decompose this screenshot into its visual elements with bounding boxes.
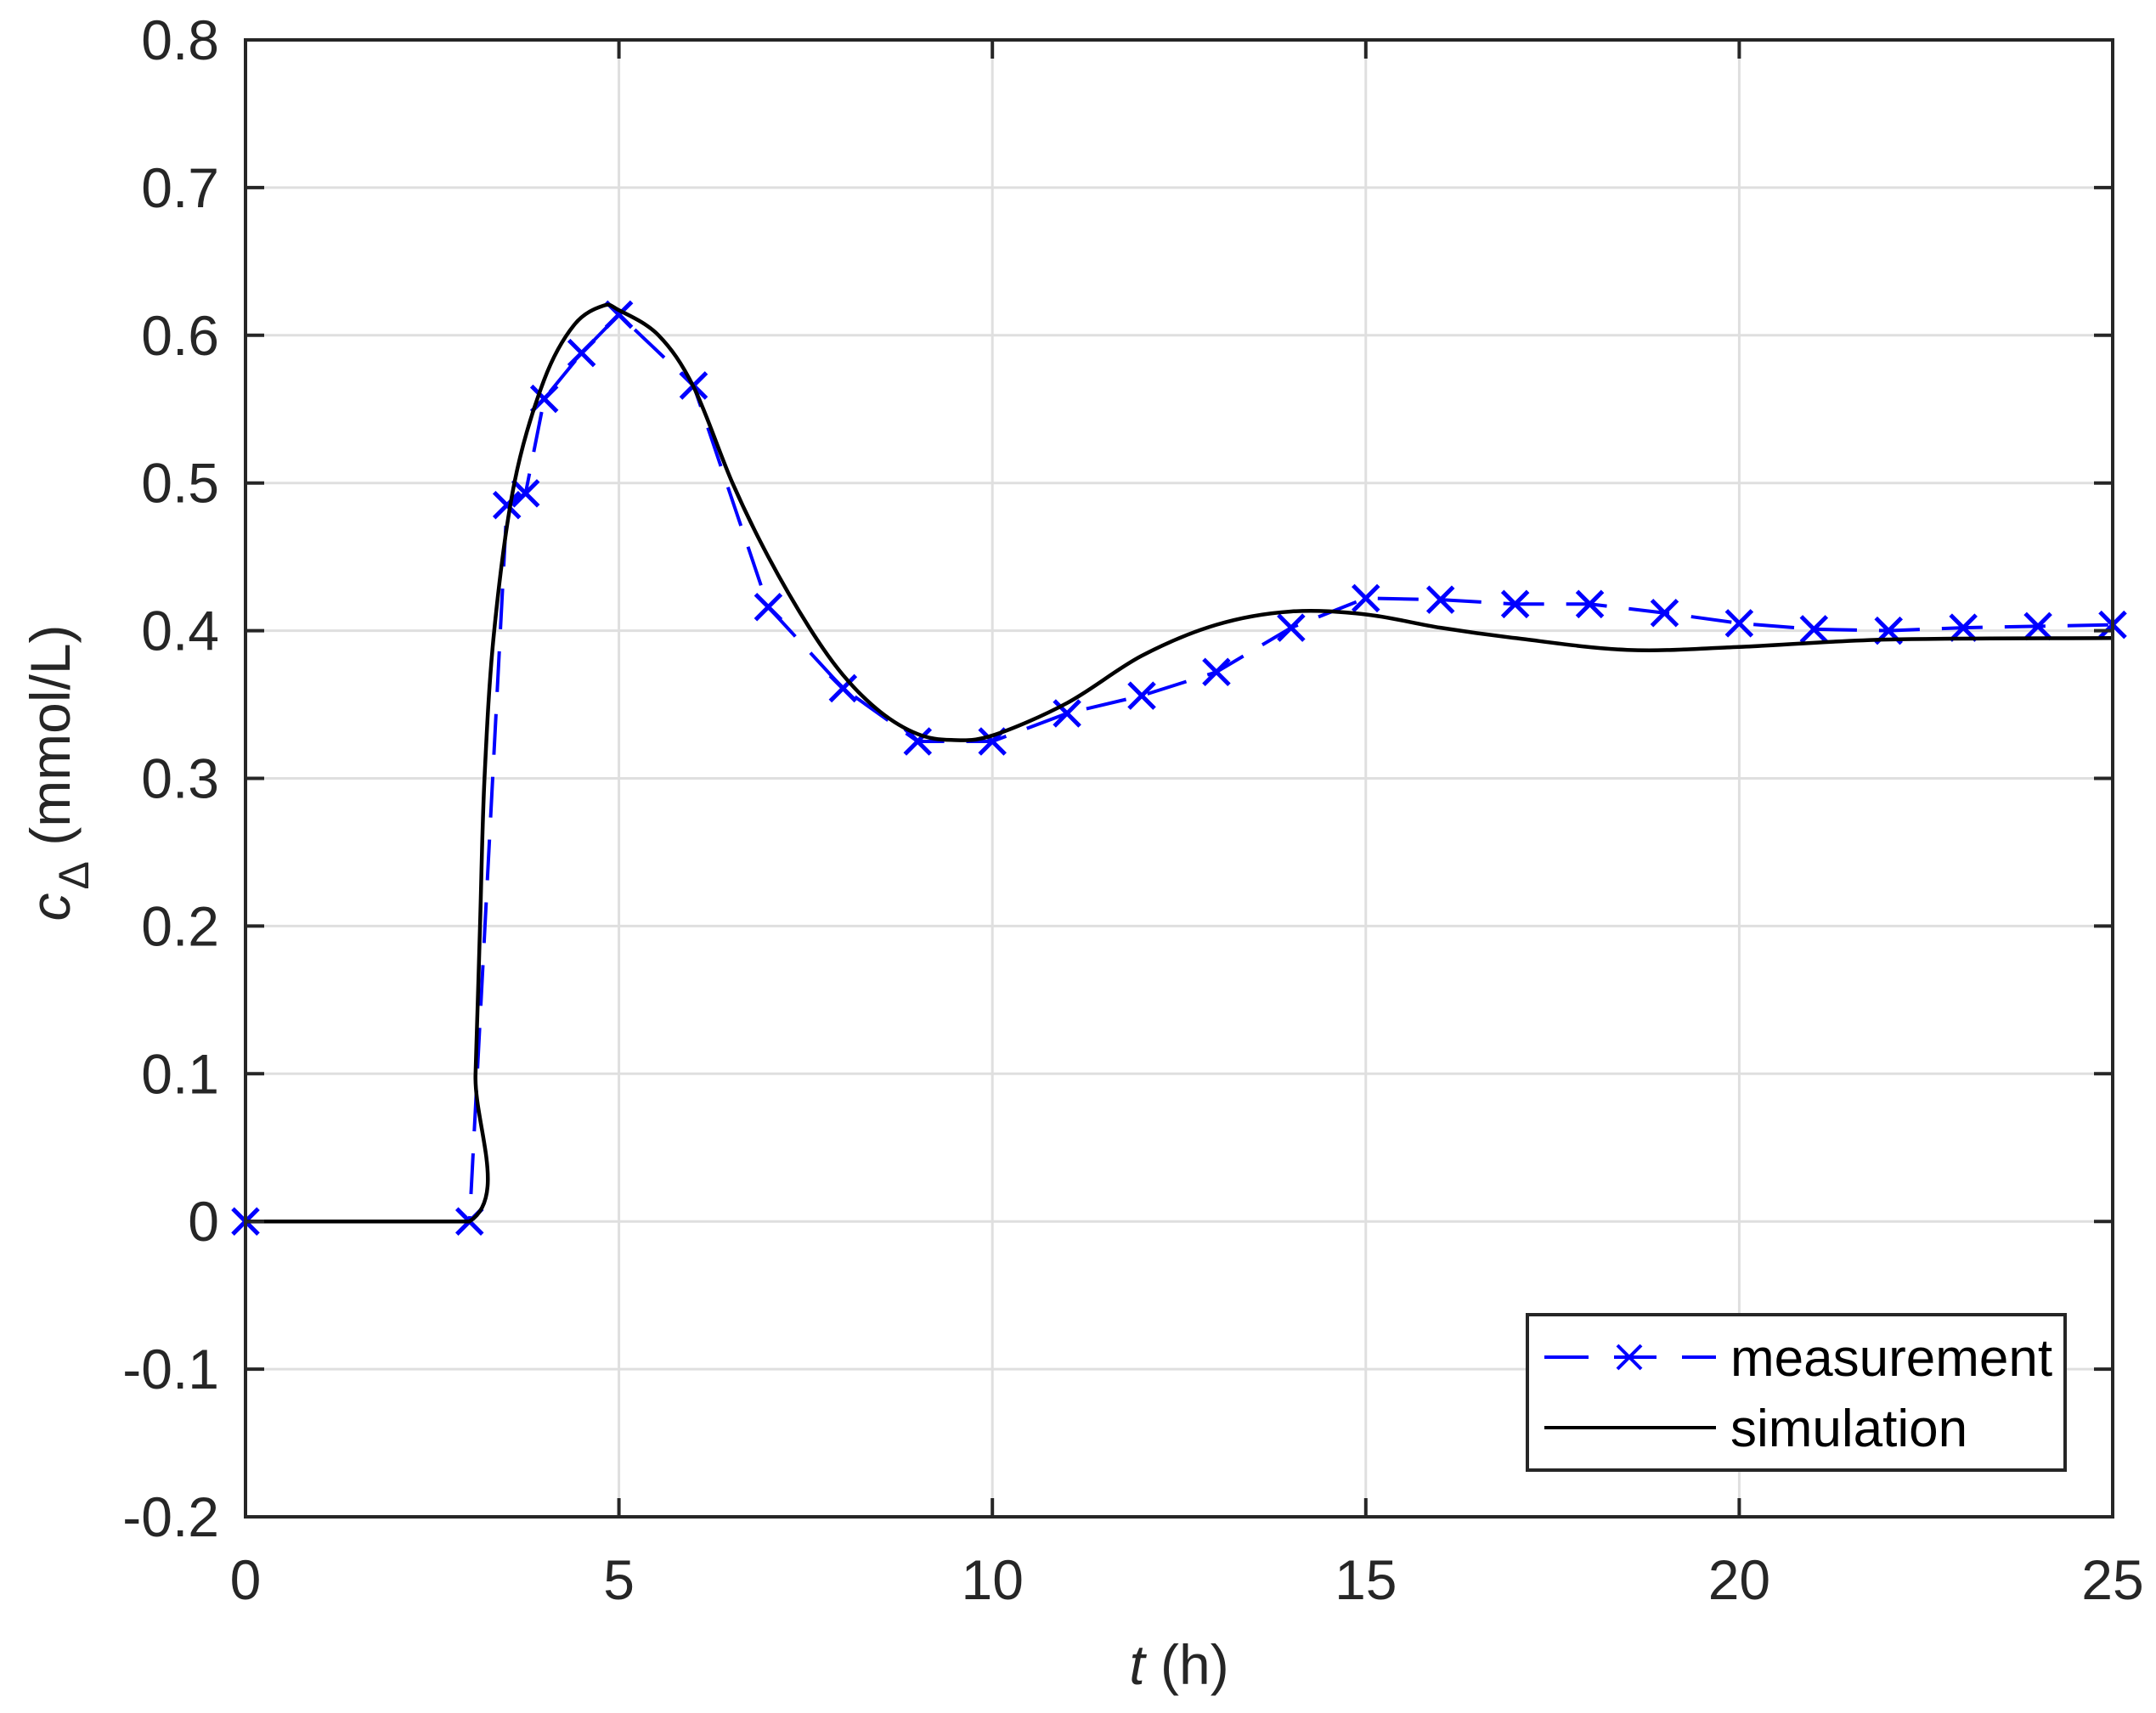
y-tick-label: 0.6	[141, 304, 219, 367]
x-marker-icon	[492, 491, 522, 520]
legend-label-measurement: measurement	[1730, 1329, 2052, 1388]
legend-item-simulation: simulation	[1544, 1400, 1967, 1458]
x-marker-icon	[1650, 598, 1679, 628]
x-axis-label: t (h)	[1129, 1633, 1228, 1696]
x-marker-icon	[2023, 611, 2052, 641]
x-marker-icon	[511, 479, 540, 508]
y-tick-label: 0.2	[141, 894, 219, 957]
series-layer	[231, 300, 2127, 1236]
x-marker-icon	[1352, 583, 1380, 613]
y-tick-label: 0	[188, 1190, 219, 1253]
x-marker-icon	[1724, 609, 1754, 638]
y-axis-label-subscript: Δ	[50, 861, 98, 889]
x-marker-icon	[1202, 657, 1231, 687]
x-marker-icon	[828, 673, 858, 703]
grid-lines	[246, 40, 2113, 1517]
series-simulation	[246, 302, 2114, 1224]
y-tick-label: 0.1	[141, 1042, 219, 1105]
y-axis-label-unit: (mmol/L)	[19, 624, 82, 861]
y-tick-label: 0.8	[141, 8, 219, 71]
x-tick-label: 20	[1708, 1548, 1770, 1611]
x-marker-icon	[1575, 589, 1605, 619]
x-tick-label: 25	[2081, 1548, 2143, 1611]
x-tick-label: 5	[603, 1548, 635, 1611]
x-marker-icon	[903, 727, 933, 756]
x-marker-icon	[567, 338, 596, 368]
axes-box	[244, 38, 2114, 1519]
y-tick-label: 0.5	[141, 452, 219, 515]
simulation-line	[246, 302, 2114, 1224]
x-marker-icon	[1127, 681, 1156, 710]
y-tick-label: 0.4	[141, 600, 219, 662]
x-marker-icon	[1799, 615, 1829, 644]
legend-label-simulation: simulation	[1730, 1400, 1967, 1458]
legend-box	[1526, 1313, 2067, 1472]
x-marker-icon	[1425, 585, 1455, 614]
legend-item-measurement: measurement	[1544, 1329, 2052, 1388]
x-marker-icon	[1277, 613, 1306, 642]
x-marker-icon	[753, 593, 783, 622]
x-axis-label-unit: (h)	[1145, 1633, 1229, 1696]
x-marker-icon	[1053, 699, 1081, 728]
x-axis-label-var: t	[1129, 1633, 1147, 1696]
y-axis-label: cΔ (mmol/L)	[19, 624, 98, 921]
y-axis-label-var: c	[19, 893, 82, 921]
y-axis-tick-labels: -0.2 -0.1 0 0.1 0.2 0.3 0.4 0.5 0.6 0.7 0.8	[122, 8, 219, 1548]
x-axis-tick-labels: 0 5 10 15 20 25	[230, 1548, 2144, 1611]
x-marker-icon	[1614, 1344, 1657, 1371]
y-tick-label: -0.2	[122, 1485, 219, 1548]
x-tick-label: 0	[230, 1548, 262, 1611]
measurement-line	[246, 312, 2114, 1224]
x-marker-icon	[1949, 613, 1978, 642]
y-tick-label: 0.7	[141, 156, 219, 219]
x-marker-icon	[1500, 589, 1530, 619]
x-tick-label: 10	[961, 1548, 1023, 1611]
legend: measurement simulation	[1526, 1313, 2067, 1472]
y-tick-label: -0.1	[122, 1338, 219, 1400]
y-tick-label: 0.3	[141, 747, 219, 810]
series-measurement	[231, 300, 2127, 1236]
x-tick-label: 15	[1335, 1548, 1397, 1611]
